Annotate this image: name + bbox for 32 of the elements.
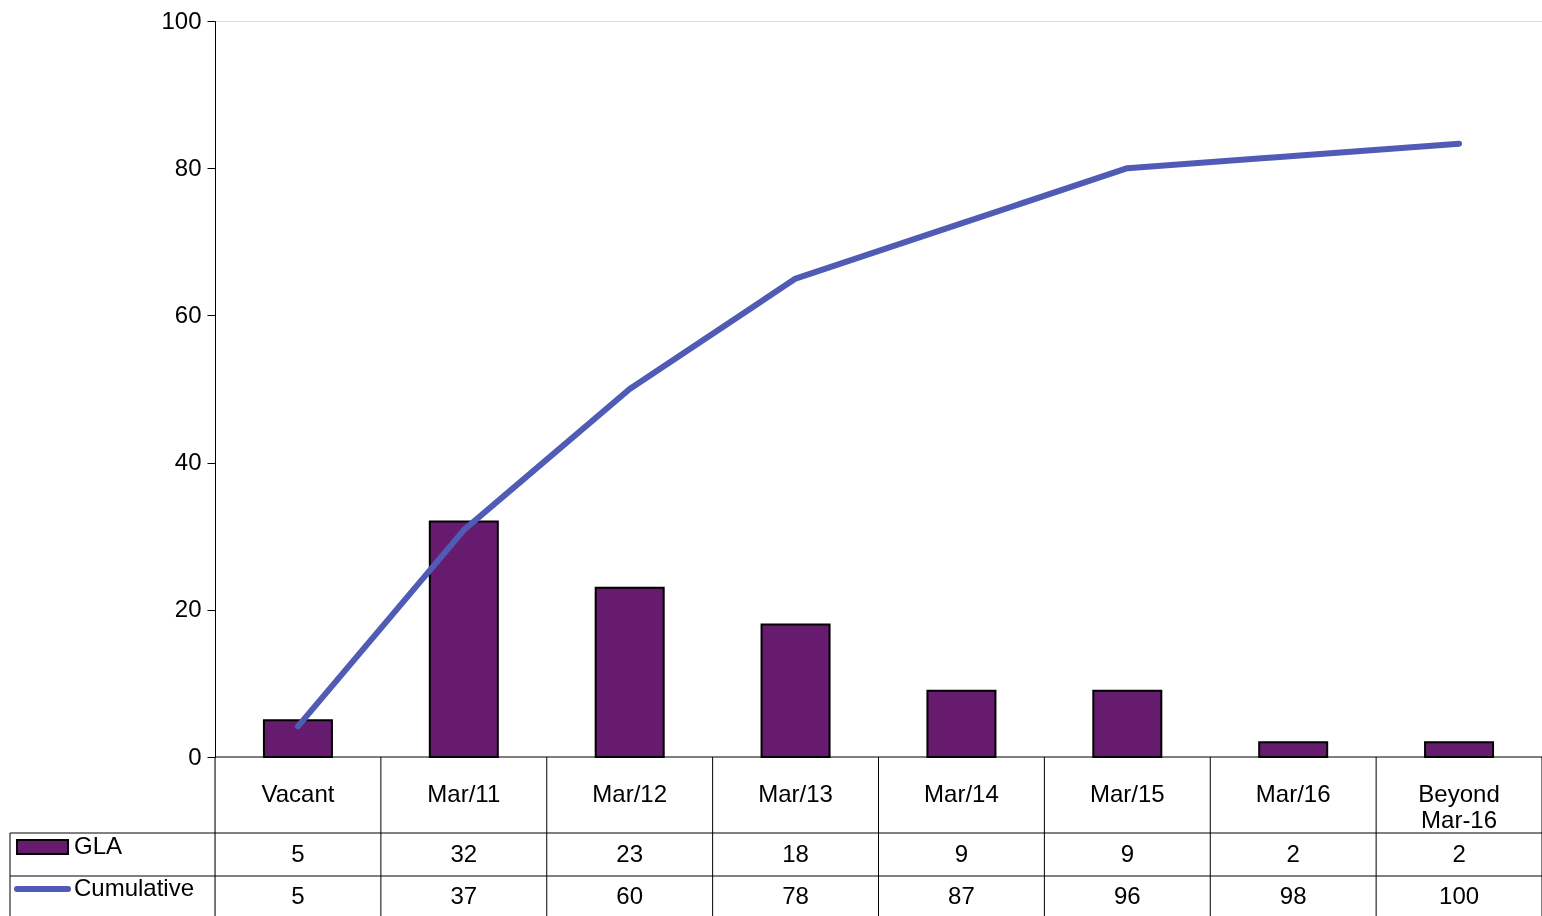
x-tick-label: Mar/11 xyxy=(427,780,501,807)
x-tick-label: Vacant xyxy=(261,780,335,807)
y-tick-label: 80 xyxy=(174,153,202,181)
data-label: 18 xyxy=(782,840,809,867)
x-tick-label: Mar/14 xyxy=(924,780,999,807)
x-tick-label: Beyond Mar-16 xyxy=(1418,780,1500,833)
data-label: 100 xyxy=(1439,882,1480,909)
data-label: 37 xyxy=(450,882,478,909)
data-label: 9 xyxy=(1120,840,1134,867)
data-label: 2 xyxy=(1452,840,1466,867)
data-label: 98 xyxy=(1279,882,1307,909)
data-label: 5 xyxy=(291,882,305,909)
y-tick-label: 40 xyxy=(174,448,202,476)
x-tick-label: Mar/13 xyxy=(758,780,833,807)
data-label: 23 xyxy=(616,840,644,867)
legend-label: Cumulative xyxy=(74,874,195,901)
y-tick-label: 60 xyxy=(174,300,202,328)
y-tick-label: 20 xyxy=(174,595,202,623)
data-label: 32 xyxy=(450,840,478,867)
y-tick-label: 0 xyxy=(188,742,202,770)
legend-label: GLA xyxy=(74,832,123,859)
data-label: 9 xyxy=(954,840,969,867)
data-label: 60 xyxy=(616,882,644,909)
data-label: 78 xyxy=(782,882,809,909)
x-tick-label: Mar/16 xyxy=(1255,780,1331,807)
data-label: 96 xyxy=(1113,882,1141,909)
data-label: 2 xyxy=(1286,840,1300,867)
data-label: 5 xyxy=(291,840,305,867)
y-tick-label: 100 xyxy=(161,6,202,34)
x-tick-label: Mar/15 xyxy=(1089,780,1165,807)
x-tick-label: Mar/12 xyxy=(592,780,668,807)
data-label: 87 xyxy=(948,882,975,909)
